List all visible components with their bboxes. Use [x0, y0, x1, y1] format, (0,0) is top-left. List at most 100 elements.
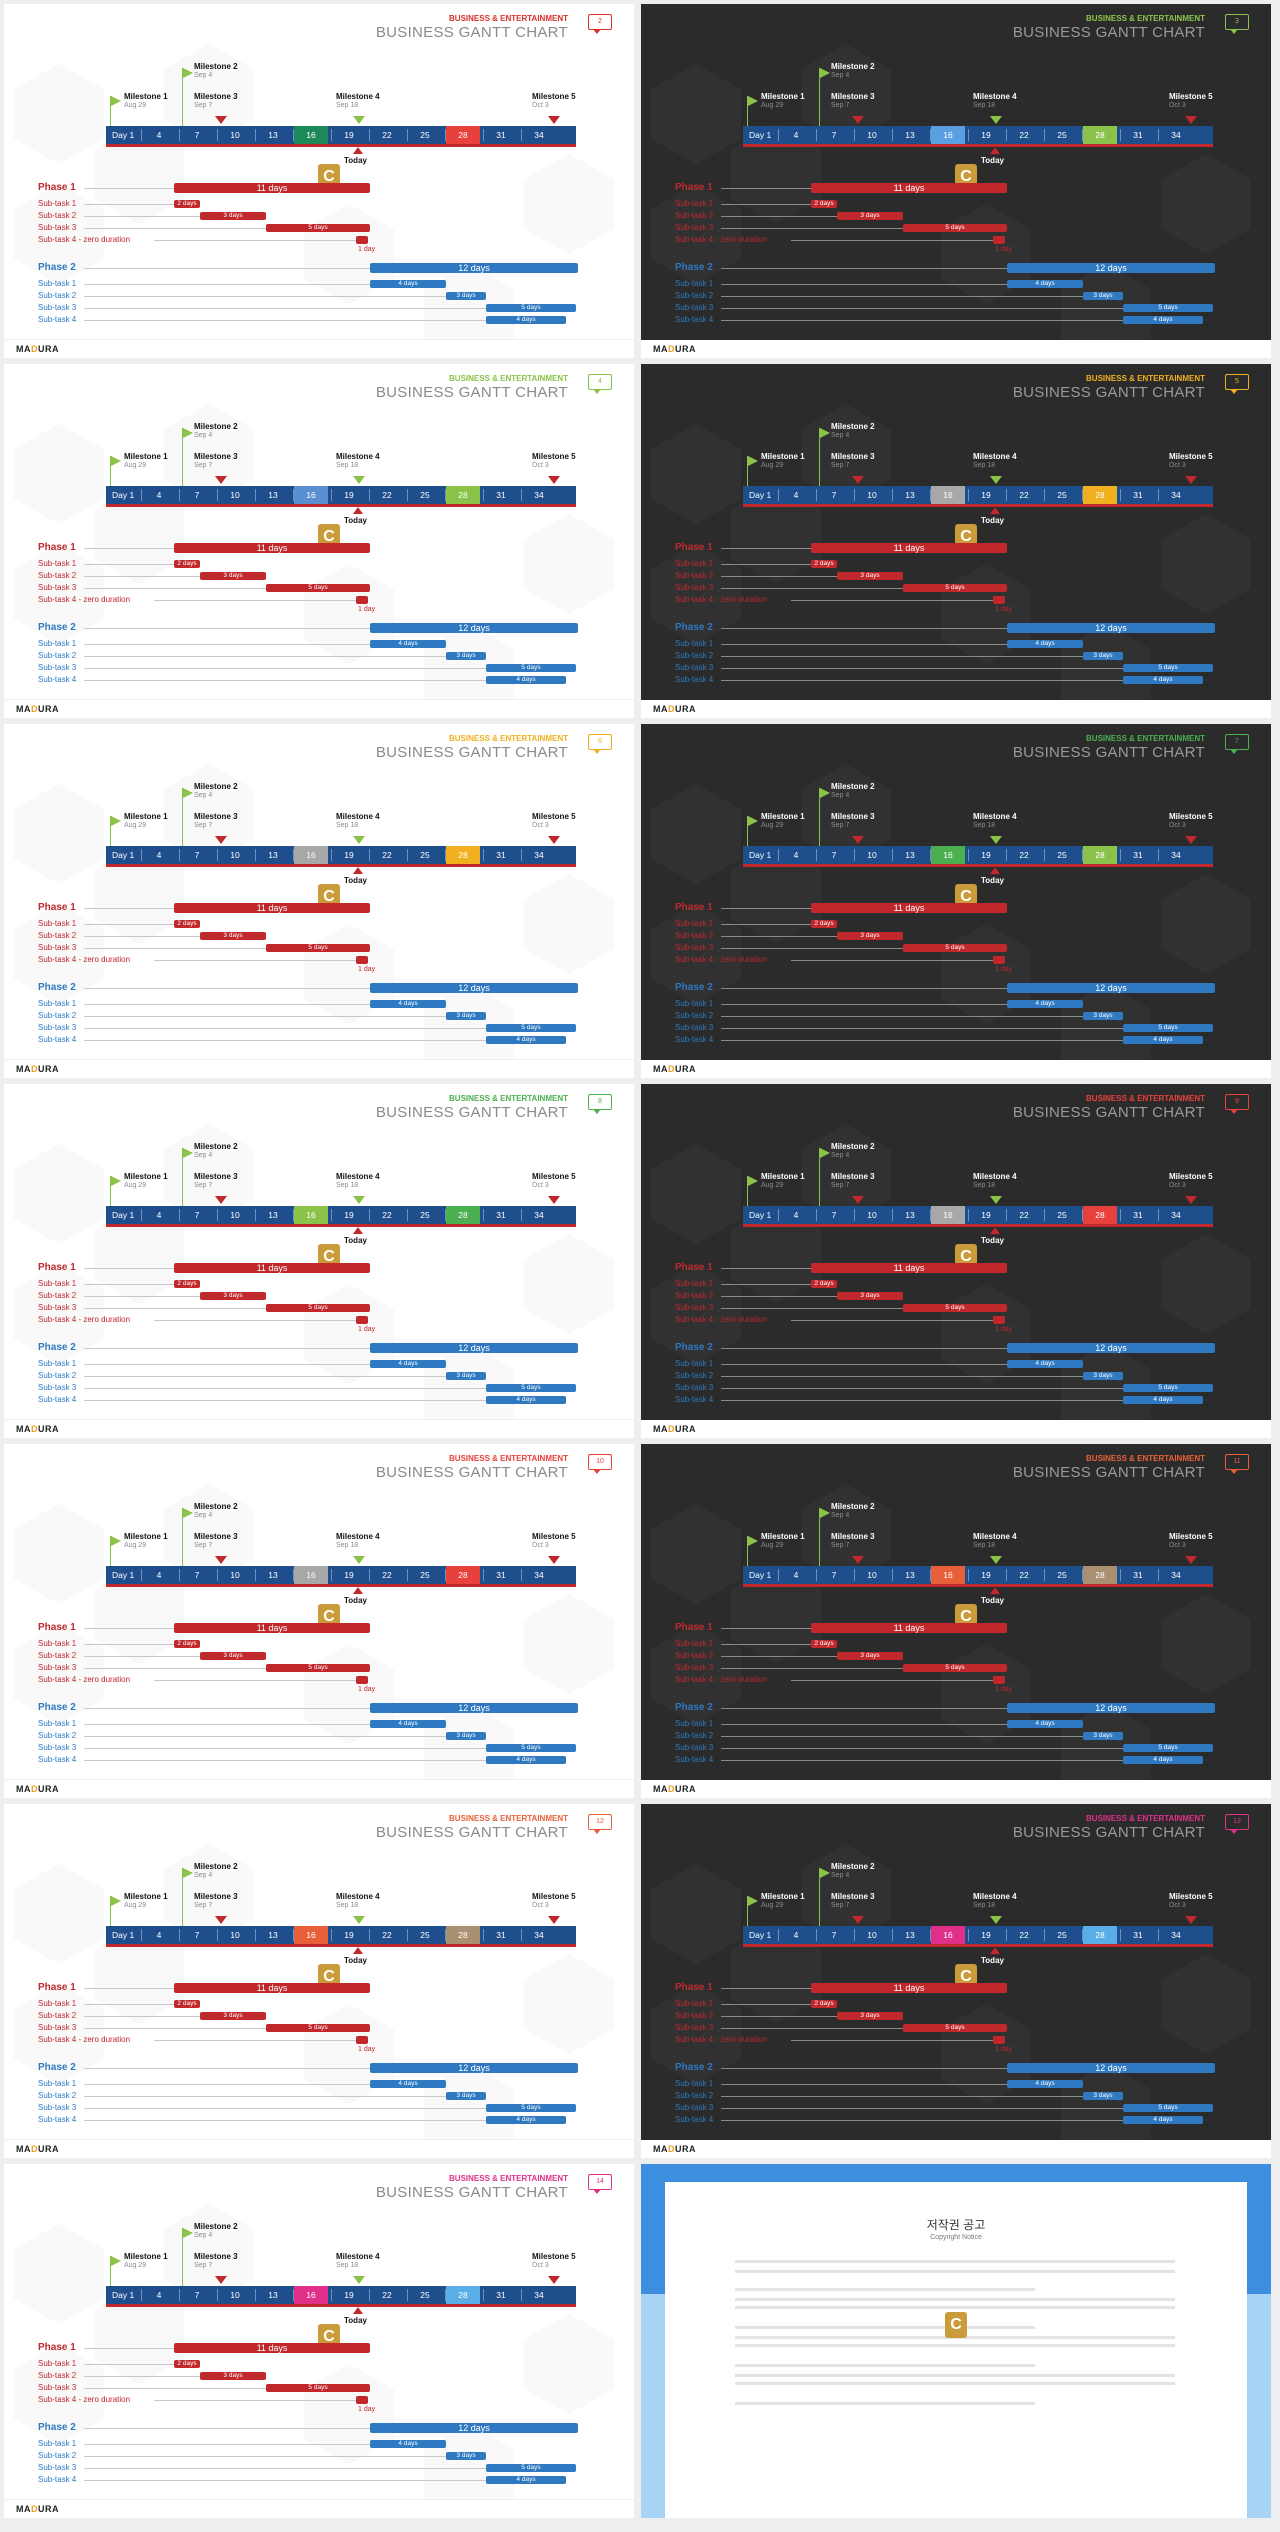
milestone-label: Milestone 5 [1169, 1892, 1213, 1901]
slide-page-7: BUSINESS & ENTERTAINMENT BUSINESS GANTT C… [641, 724, 1271, 1078]
timeline-baseline [106, 504, 576, 507]
phase-1-subtask-label: Sub-task 4 - zero duration [38, 235, 131, 244]
copyright-subtitle: Copyright Notice [930, 2234, 982, 2241]
milestone-date: Aug 29 [761, 462, 784, 469]
milestone-label: Milestone 5 [532, 812, 576, 821]
phase-1-subtask-label: Sub-task 1 [38, 1999, 77, 2008]
timeline-tick: 28 [1083, 486, 1117, 504]
brand-logo: MADURA [16, 1064, 59, 1074]
background-hexagon [651, 784, 741, 884]
background-hexagon [14, 2344, 104, 2444]
phase-2-bar: 12 days [370, 263, 578, 273]
phase-2-subtask-bar: 4 days [1123, 1756, 1203, 1764]
slide-footer: MADURA [4, 1059, 634, 1078]
tick-separator [1044, 1569, 1045, 1581]
milestone-flag-icon [182, 68, 193, 126]
milestone-date: Aug 29 [124, 462, 147, 469]
phase-1-subtask-label: Sub-task 4 - zero duration [675, 595, 768, 604]
slide-title: BUSINESS GANTT CHART [375, 1104, 568, 1121]
timeline-tick: 16 [931, 1206, 965, 1224]
phase-2-subtask-label: Sub-task 1 [675, 1359, 714, 1368]
zero-duration-label: 1 day [995, 2046, 1013, 2053]
phase-2-subtask-bar: 4 days [1123, 1396, 1203, 1404]
subtask-guide-line [721, 1388, 1123, 1389]
subtask-guide-line [721, 1308, 903, 1309]
background-hexagon [14, 544, 104, 644]
phase-2-subtask-bar: 5 days [1123, 1024, 1213, 1032]
milestone-flag-icon [110, 2256, 121, 2286]
subtask-guide-line [84, 1748, 486, 1749]
tick-separator [1044, 489, 1045, 501]
timeline-tick: 4 [793, 1210, 799, 1220]
phase-2-label: Phase 2 [675, 1342, 713, 1353]
timeline-tick: 4 [156, 1570, 162, 1580]
copyright-text-line [735, 2364, 1035, 2367]
milestone-date: Oct 3 [532, 1182, 549, 1189]
milestone-arrow-icon [215, 476, 227, 484]
tick-separator [1006, 1929, 1007, 1941]
subtask-guide-line [84, 680, 486, 681]
timeline-tick: Day 1 [112, 1210, 135, 1220]
background-hexagon [1161, 1234, 1251, 1334]
phase-1-label: Phase 1 [38, 182, 76, 193]
milestone-flag-icon [182, 788, 193, 846]
subtask-guide-line [721, 588, 903, 589]
phase-2-subtask-label: Sub-task 1 [675, 279, 714, 288]
tick-separator [521, 2289, 522, 2301]
phase-1-subtask-bar: 3 days [200, 2012, 266, 2020]
timeline-bar: Day 1 4 7 10 13 16 19 22 25 28 31 34 [743, 1566, 1213, 1587]
page-number-icon: 12 [588, 1814, 612, 1834]
milestone-date: Sep 4 [194, 1512, 213, 1519]
milestone-label: Milestone 1 [761, 812, 805, 821]
tick-separator [521, 129, 522, 141]
phase-1-subtask-label: Sub-task 4 - zero duration [38, 1315, 131, 1324]
logo-part: MA [653, 1424, 668, 1434]
subtask-guide-line [721, 2108, 1123, 2109]
phase-2-subtask-bar: 4 days [486, 2476, 566, 2484]
phase-2-subtask-label: Sub-task 2 [38, 291, 77, 300]
timeline-tick: 19 [981, 1210, 991, 1220]
subtask-guide-line [84, 2084, 370, 2085]
phase-2-subtask-label: Sub-task 4 [675, 1035, 714, 1044]
milestone-date: Oct 3 [1169, 822, 1186, 829]
milestone-label: Milestone 2 [194, 782, 238, 791]
timeline-tick: 4 [156, 130, 162, 140]
slide-footer: MADURA [641, 2140, 1271, 2158]
timeline-tick: 19 [981, 490, 991, 500]
tick-separator [1158, 849, 1159, 861]
phase-2-subtask-label: Sub-task 4 [38, 1755, 77, 1764]
subtask-guide-line [84, 2364, 174, 2365]
phase-1-subtask-label: Sub-task 2 [675, 931, 714, 940]
milestone-flag-icon [182, 2228, 193, 2286]
phase-2-subtask-label: Sub-task 4 [38, 675, 77, 684]
phase-2-subtask-bar: 4 days [1123, 316, 1203, 324]
timeline-tick: 7 [831, 850, 837, 860]
phase-2-subtask-bar: 3 days [446, 1372, 486, 1380]
timeline-bar: Day 1 4 7 10 13 16 19 22 25 28 31 34 [106, 2286, 576, 2307]
subtask-guide-line [721, 320, 1123, 321]
timeline-tick: 19 [981, 1930, 991, 1940]
tick-separator [445, 489, 446, 501]
timeline-baseline [743, 1584, 1213, 1587]
milestone-date: Sep 4 [831, 1872, 850, 1879]
milestone-flag-icon [747, 816, 758, 846]
tick-separator [1044, 129, 1045, 141]
tick-separator [179, 1929, 180, 1941]
tick-separator [521, 849, 522, 861]
phase-1-subtask-bar: 3 days [200, 572, 266, 580]
tick-separator [141, 1929, 142, 1941]
milestone-date: Aug 29 [124, 1902, 147, 1909]
timeline-tick: 16 [931, 126, 965, 144]
milestone-date: Oct 3 [532, 822, 549, 829]
phase-2-subtask-label: Sub-task 3 [675, 663, 714, 672]
tick-separator [331, 489, 332, 501]
phase-2-bar: 12 days [370, 623, 578, 633]
background-hexagon [524, 874, 614, 974]
milestone-label: Milestone 4 [973, 812, 1017, 821]
phase-2-label: Phase 2 [38, 1702, 76, 1713]
today-label: Today [344, 1596, 367, 1605]
today-marker-icon [353, 1587, 363, 1594]
subtask-guide-line [791, 1680, 993, 1681]
logo-part: D [668, 1424, 675, 1434]
phase-1-subtask-bar: 2 days [174, 1280, 200, 1288]
